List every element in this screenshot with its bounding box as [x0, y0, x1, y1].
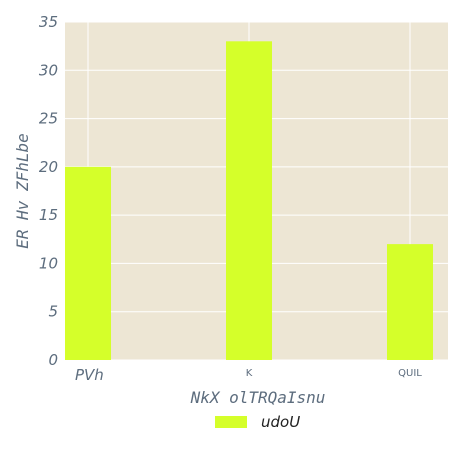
y-tick-label: 5 — [48, 303, 58, 321]
y-tick-label: 25 — [39, 110, 58, 128]
bars — [65, 41, 433, 361]
x-axis-label: NkX olTRQaIsnu — [190, 388, 326, 407]
x-tick-label: PVh — [75, 366, 104, 384]
x-axis-ticks: PVh K QUIL — [75, 366, 422, 384]
bar-quil — [387, 244, 433, 360]
legend-label: udoU — [261, 413, 300, 431]
x-tick-label: K — [246, 368, 253, 379]
y-tick-label: 20 — [39, 158, 58, 176]
y-axis-label: ER Hv ZFhLbe — [13, 133, 32, 249]
bar-k — [226, 41, 272, 361]
x-tick-label: QUIL — [398, 368, 422, 379]
y-tick-label: 30 — [39, 61, 58, 79]
legend: udoU — [215, 413, 300, 431]
y-tick-label: 10 — [39, 254, 58, 272]
y-tick-label: 15 — [39, 206, 58, 224]
legend-swatch — [215, 416, 247, 428]
bar-pvh — [65, 166, 111, 360]
y-tick-label: 35 — [39, 13, 58, 31]
y-axis-ticks: 0 5 10 15 20 25 30 35 — [39, 13, 58, 369]
y-tick-label: 0 — [48, 351, 58, 369]
